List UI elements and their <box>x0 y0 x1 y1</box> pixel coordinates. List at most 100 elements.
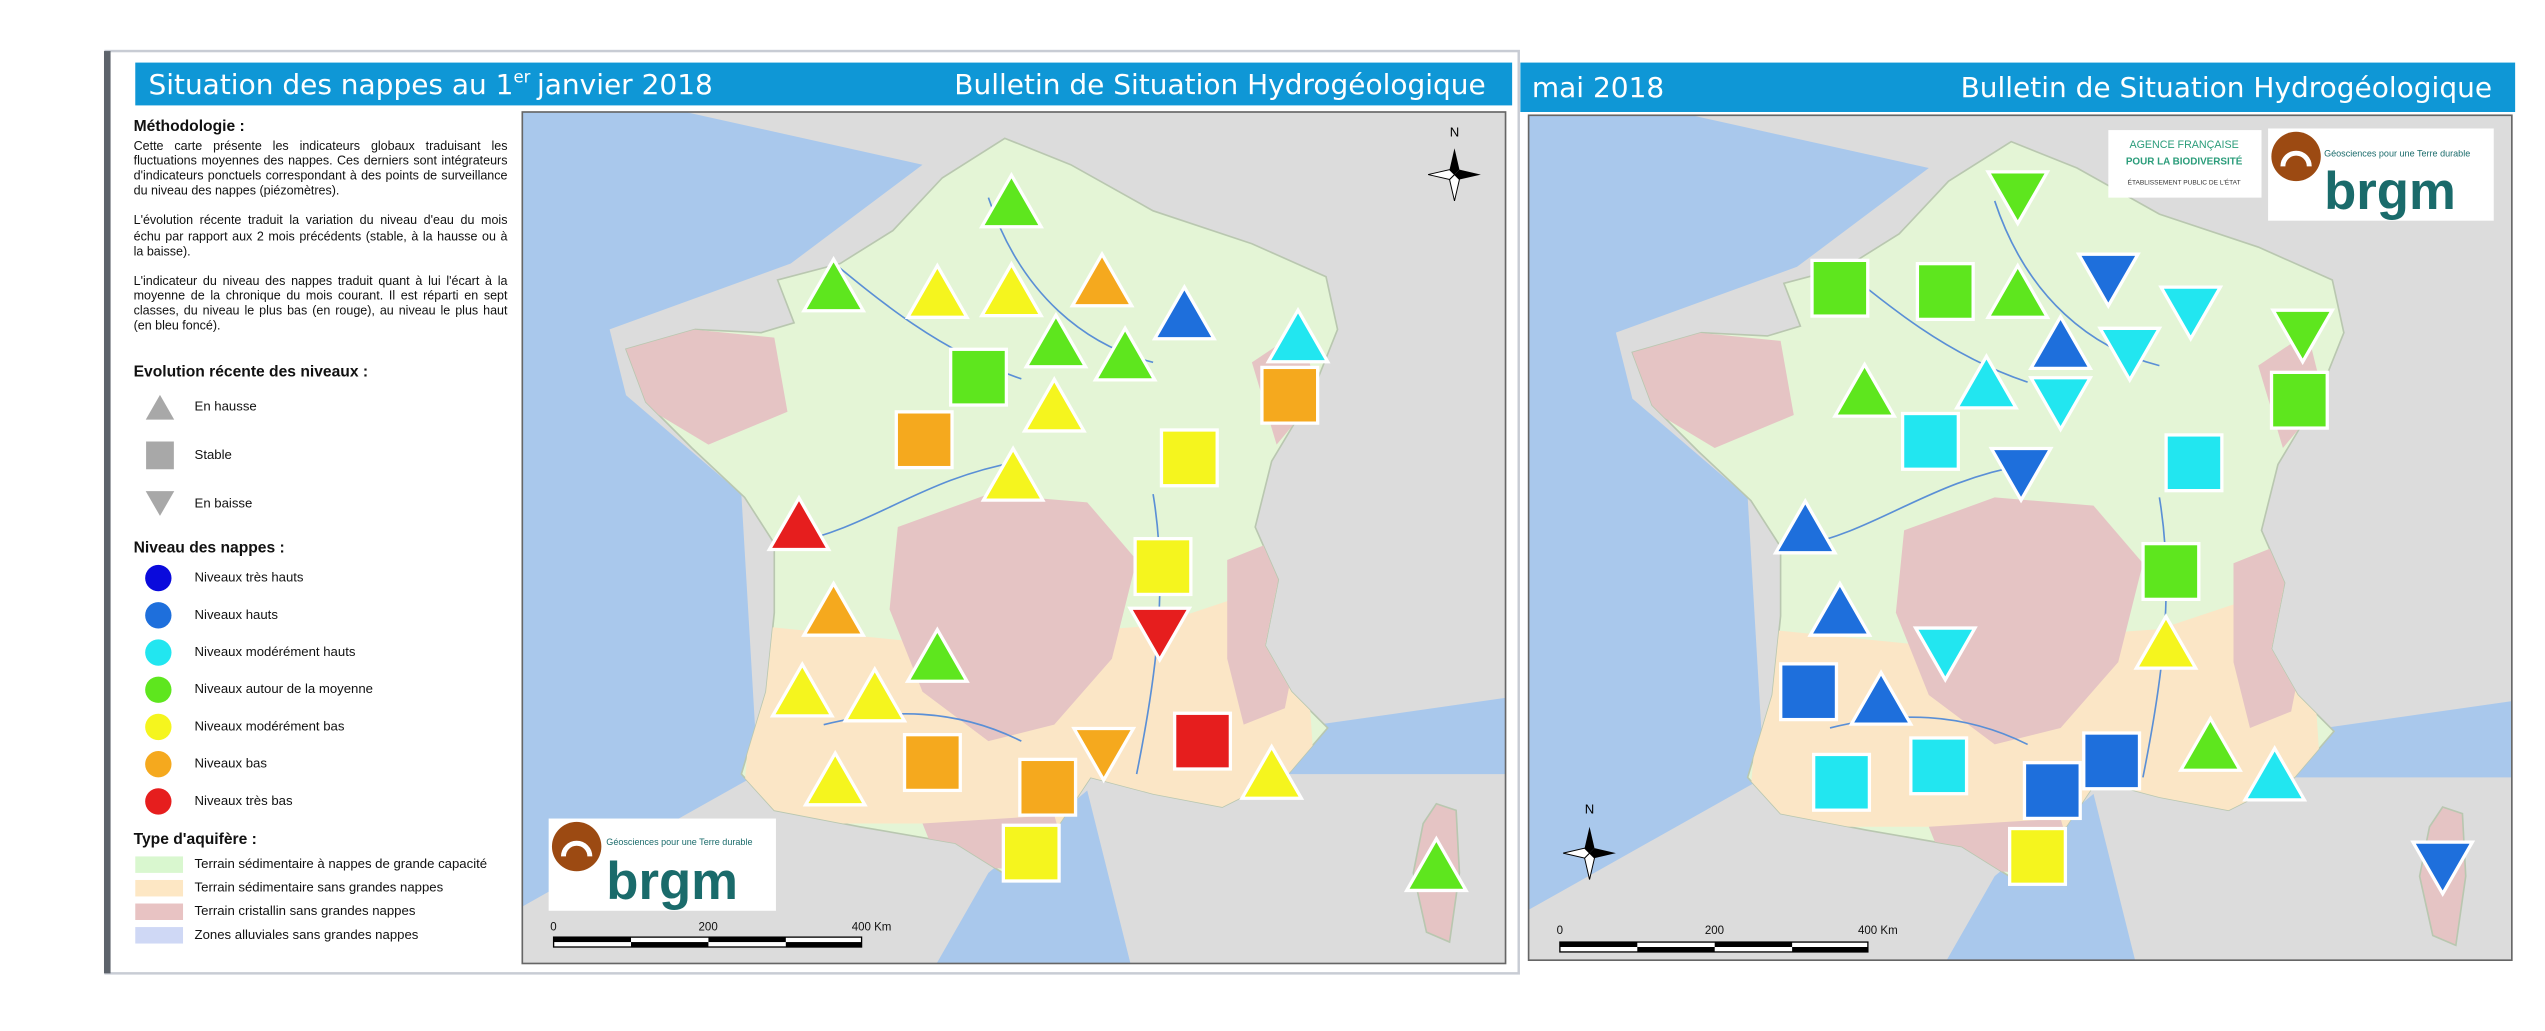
legend-swatch <box>145 788 172 815</box>
scale-bar: 0 200 400 Km <box>550 922 892 948</box>
header-title: Situation des nappes au 1er janvier 2018 <box>148 67 712 101</box>
legend-label: Niveaux bas <box>195 756 268 771</box>
logo-name: brgm <box>2324 162 2456 221</box>
rising-marker <box>1985 262 2051 319</box>
rising-marker <box>1092 325 1158 382</box>
rising-marker <box>1832 361 1898 418</box>
markers <box>766 171 1469 893</box>
markers <box>1772 170 2476 898</box>
afb-line: AGENCE FRANÇAISE <box>2129 139 2238 151</box>
stable-marker <box>1018 757 1078 817</box>
stable-marker <box>2008 826 2068 886</box>
logo-tagline: Géosciences pour une Terre durable <box>2324 148 2470 158</box>
legend-swatch <box>135 927 184 944</box>
header-bulletin: Bulletin de Situation Hydrogéologique <box>954 68 1486 101</box>
stable-marker <box>902 733 962 793</box>
stable-marker <box>1159 428 1219 488</box>
rising-marker <box>801 580 867 637</box>
rising-marker <box>2177 715 2243 772</box>
legend-swatch <box>135 879 184 897</box>
stable-marker <box>1915 261 1975 322</box>
scale-label: 200 <box>699 922 718 934</box>
stable-marker <box>1812 752 1872 812</box>
stable-marker <box>1133 537 1193 597</box>
stable-marker <box>1172 711 1233 771</box>
legend-heading: Evolution récente des niveaux : <box>134 363 368 380</box>
rising-marker <box>2133 613 2199 670</box>
scale-label: 400 Km <box>852 922 892 934</box>
map-frame <box>521 111 1507 965</box>
logo-circle <box>2271 131 2321 182</box>
falling-marker <box>2410 840 2476 898</box>
afb-logo <box>2108 130 2262 198</box>
rising-marker <box>1848 669 1914 726</box>
map-frame <box>1527 114 2513 962</box>
methodology-heading: Méthodologie : <box>134 118 245 135</box>
falling-marker <box>1912 626 1978 683</box>
stable-marker <box>2141 541 2201 602</box>
scale-label: 0 <box>1557 925 1563 937</box>
legend-label: Niveaux autour de la moyenne <box>195 681 373 696</box>
legend-swatch <box>145 639 172 666</box>
rising-marker <box>802 749 868 807</box>
legend-label: Terrain sédimentaire sans grandes nappes <box>195 880 444 895</box>
north-label: N <box>1450 125 1460 140</box>
stable-marker <box>1810 258 1870 318</box>
falling-marker <box>2028 376 2094 433</box>
falling-marker <box>1988 446 2054 504</box>
rising-marker <box>1069 250 1135 308</box>
legend-label: Niveaux hauts <box>195 607 279 622</box>
rising-marker <box>1403 835 1469 893</box>
falling-marker <box>2075 252 2141 310</box>
scale-label: 400 Km <box>1858 925 1898 937</box>
rising-marker <box>842 665 908 723</box>
falling-marker <box>1071 726 1137 784</box>
scale-label: 200 <box>1705 925 1724 937</box>
legend-label: Niveaux modérément bas <box>195 718 345 733</box>
falling-marker <box>2097 326 2163 384</box>
falling-marker <box>142 489 178 520</box>
stable-marker <box>1909 736 1969 796</box>
rising-marker <box>1021 376 1087 433</box>
title-rest: janvier 2018 <box>536 68 713 101</box>
legend-label: Terrain cristallin sans grandes nappes <box>195 903 416 918</box>
legend-swatch <box>145 602 172 629</box>
logo-tagline: Géosciences pour une Terre durable <box>606 837 752 847</box>
panel-edge <box>103 51 111 974</box>
rising-marker <box>978 260 1044 318</box>
legend-swatch <box>145 676 172 703</box>
falling-marker <box>1127 606 1193 664</box>
legend-swatch <box>135 856 184 873</box>
scale-bar: 0 200 400 Km <box>1557 925 1898 953</box>
legend-swatch <box>145 713 172 741</box>
stable-marker <box>144 439 176 471</box>
scale-label: 0 <box>550 922 556 934</box>
methodology: Cette carte présente les indicateurs glo… <box>134 138 508 332</box>
legend-label: Niveaux très hauts <box>195 570 304 585</box>
rising-marker <box>904 262 970 319</box>
rising-marker <box>980 445 1046 502</box>
title-sup: er <box>513 67 530 86</box>
logo-circle <box>551 821 602 872</box>
legend-swatch <box>145 564 172 592</box>
falling-marker <box>2270 308 2336 366</box>
legend-heading: Type d'aquifère : <box>134 831 257 848</box>
falling-marker <box>2158 285 2224 343</box>
stable-marker <box>2269 370 2329 430</box>
rising-marker <box>978 171 1044 229</box>
header-title: mai 2018 <box>1532 71 1664 104</box>
stable-marker <box>949 347 1009 407</box>
logo-arc <box>561 840 593 857</box>
rising-marker <box>766 494 832 552</box>
stable-marker <box>1260 365 1320 425</box>
stable-marker <box>1001 823 1061 883</box>
logo-arc <box>2280 150 2312 167</box>
legend-swatch <box>135 903 184 920</box>
logo-name: brgm <box>606 852 738 911</box>
legend-heading: Niveau des nappes : <box>134 540 285 557</box>
rising-marker <box>1151 283 1217 341</box>
header-bar <box>1520 62 2516 112</box>
stable-marker <box>894 410 954 470</box>
stable-marker <box>2022 761 2082 821</box>
